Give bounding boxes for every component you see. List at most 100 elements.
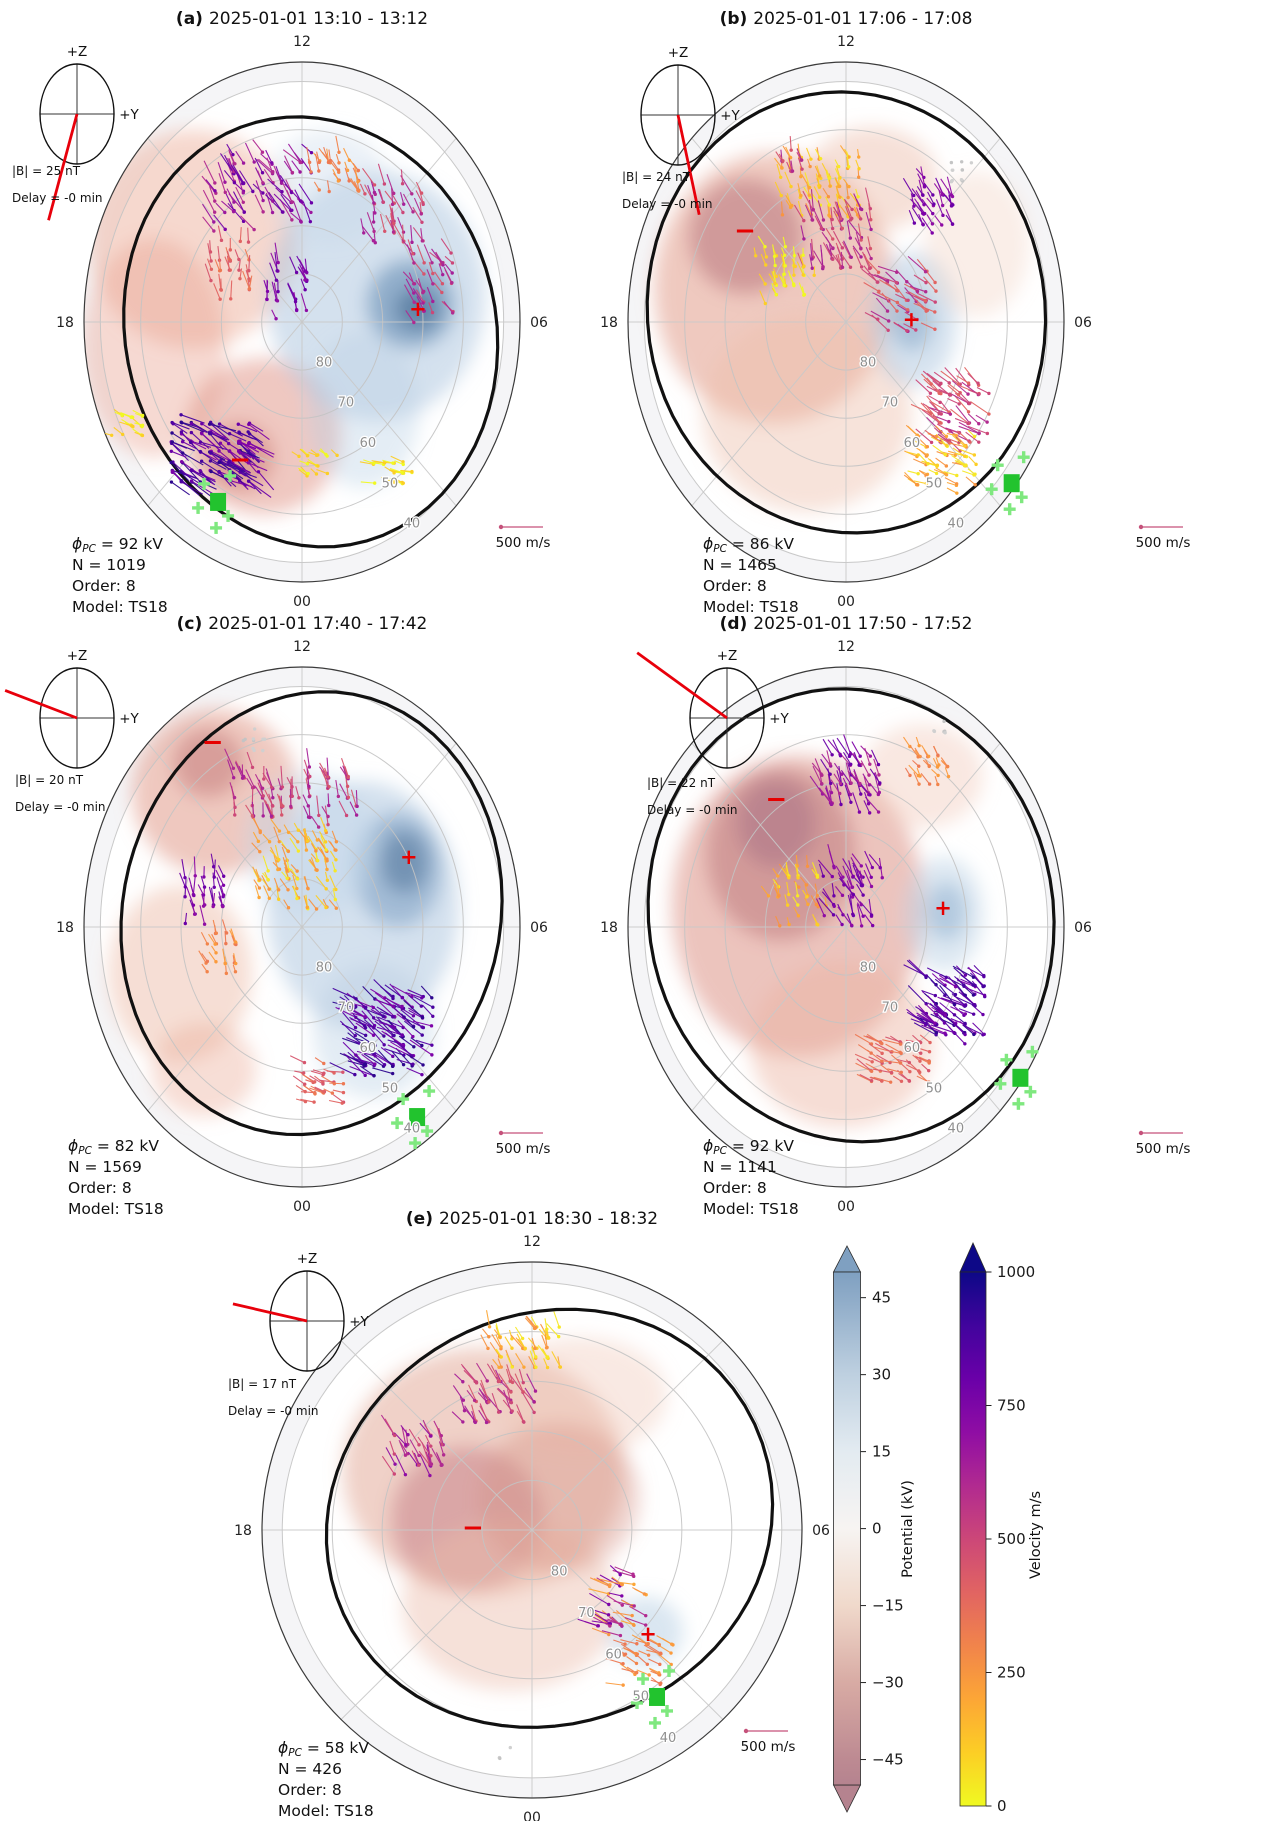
minus-extremum: − (734, 216, 756, 246)
vector-cluster (329, 979, 435, 1078)
colorbar-potential: 45 30 15 0 −15 −30 −45 Potential (kV) (832, 1245, 916, 1813)
lat-ring-label: 50 (382, 1081, 399, 1096)
stat-phi: ϕPC = 86 kV (703, 535, 794, 555)
lat-ring-label: 80 (860, 960, 877, 975)
panel-title: (c) 2025-01-01 17:40 - 17:42 (177, 614, 428, 634)
dial-z-label: +Z (67, 44, 88, 60)
stat-order: Order: 8 (703, 1179, 767, 1197)
stat-phi: ϕPC = 58 kV (278, 1739, 369, 1759)
mlt-label-12: 12 (837, 639, 855, 655)
plus-extremum: + (400, 845, 418, 869)
dial-z-label: +Z (668, 45, 689, 61)
imf-clock-vector (636, 651, 728, 720)
velocity-scale: 500 m/s (496, 524, 551, 551)
vector-cluster (480, 1310, 563, 1370)
vector-clusters (380, 1310, 675, 1761)
lat-ring-label: 70 (882, 1001, 899, 1016)
velocity-tick: 0 (997, 1797, 1007, 1815)
lat-ring-label: 40 (404, 517, 421, 532)
potential-tick: 30 (872, 1366, 891, 1384)
potential-axis-label: Potential (kV) (900, 1480, 916, 1578)
lat-ring-label: 50 (382, 476, 399, 491)
vector-clusters (104, 135, 455, 499)
vector-cluster (497, 1745, 513, 1761)
velocity-tick: 1000 (997, 1263, 1035, 1281)
lat-ring-label: 50 (926, 1081, 943, 1096)
minus-extremum: − (462, 1513, 484, 1543)
convection-boundary (119, 690, 504, 1137)
polar-grid (627, 61, 1065, 583)
mlt-label-12: 12 (293, 34, 311, 50)
dial-y-label: +Y (720, 108, 740, 124)
velocity-tick: 250 (997, 1664, 1026, 1682)
velocity-scale: 500 m/s (1136, 524, 1190, 551)
lat-ring-label: 80 (316, 355, 333, 370)
stat-model: Model: TS18 (703, 1200, 799, 1218)
vector-cluster (932, 719, 947, 735)
vector-cluster (605, 1634, 675, 1687)
potential-tick: −30 (872, 1674, 904, 1692)
vector-cluster (224, 748, 294, 820)
stat-n: N = 1569 (68, 1158, 142, 1176)
vector-cluster (179, 853, 226, 926)
lat-ring-label: 40 (948, 517, 965, 532)
potential-tick: 45 (872, 1289, 891, 1307)
potential-tick: 15 (872, 1443, 891, 1461)
mlt-label-18: 18 (600, 315, 618, 331)
lat-ring-label: 50 (926, 476, 943, 491)
panel-title: (b) 2025-01-01 17:06 - 17:08 (720, 9, 973, 29)
imf-delay-label: Delay = -0 min (228, 1404, 319, 1418)
dial-z-label: +Z (717, 648, 738, 664)
plus-extremum: + (409, 297, 427, 321)
imf-clock-vector (676, 114, 701, 216)
vector-cluster (902, 166, 955, 235)
lat-ring-label: 70 (882, 396, 899, 411)
stat-model: Model: TS18 (278, 1802, 374, 1820)
imf-delay-label: Delay = -0 min (15, 800, 106, 814)
mlt-label-06: 06 (812, 1523, 830, 1539)
mlt-label-06: 06 (1074, 920, 1092, 936)
imf-b-label: |B| = 24 nT (622, 170, 691, 184)
polar-grid (261, 1261, 803, 1799)
lat-ring-label: 80 (860, 355, 877, 370)
vector-cluster (577, 1565, 648, 1638)
mlt-label-18: 18 (56, 315, 74, 331)
imf-delay-label: Delay = -0 min (647, 803, 738, 817)
vector-cluster (241, 727, 267, 753)
imf-clock-vector (47, 113, 79, 221)
stat-order: Order: 8 (703, 577, 767, 595)
vector-cluster (793, 187, 873, 271)
spacecraft-marker (994, 1045, 1039, 1110)
mlt-label-00: 00 (523, 1810, 541, 1821)
velocity-scale: 500 m/s (496, 1130, 550, 1157)
vector-cluster (204, 225, 253, 301)
stat-phi: ϕPC = 82 kV (68, 1137, 159, 1157)
potential-tick: 0 (872, 1520, 882, 1538)
vector-cluster (263, 242, 309, 321)
polar-grid (83, 666, 521, 1188)
velocity-scale: 500 m/s (1136, 1130, 1190, 1157)
stat-model: Model: TS18 (72, 598, 168, 616)
stat-phi: ϕPC = 92 kV (703, 1137, 794, 1157)
stat-n: N = 1019 (72, 556, 146, 574)
panel-b: + − 80 70 60 50 40 12 00 18 06 (b) 2025-01-01 17:06 … (600, 9, 1190, 616)
vector-cluster (903, 736, 951, 787)
plus-extremum: + (903, 307, 921, 331)
lat-ring-label: 40 (948, 1122, 965, 1137)
dial-z-label: +Z (297, 1251, 318, 1267)
stat-phi: ϕPC = 92 kV (72, 535, 163, 555)
colorbar-velocity: 1000 750 500 250 0 Velocity m/s (959, 1242, 1044, 1815)
velocity-scale-label: 500 m/s (496, 535, 551, 551)
vector-cluster (289, 1055, 346, 1105)
lat-ring-label: 60 (360, 1041, 377, 1056)
potential-tick: −45 (872, 1751, 904, 1769)
mlt-label-12: 12 (837, 34, 855, 50)
mlt-label-06: 06 (1074, 315, 1092, 331)
vector-cluster (104, 408, 145, 438)
vector-cluster (198, 919, 238, 976)
spacecraft-marker (985, 451, 1030, 516)
vector-clusters (753, 136, 991, 495)
lat-ring-label: 60 (605, 1648, 622, 1663)
lat-ring-label: 60 (360, 436, 377, 451)
